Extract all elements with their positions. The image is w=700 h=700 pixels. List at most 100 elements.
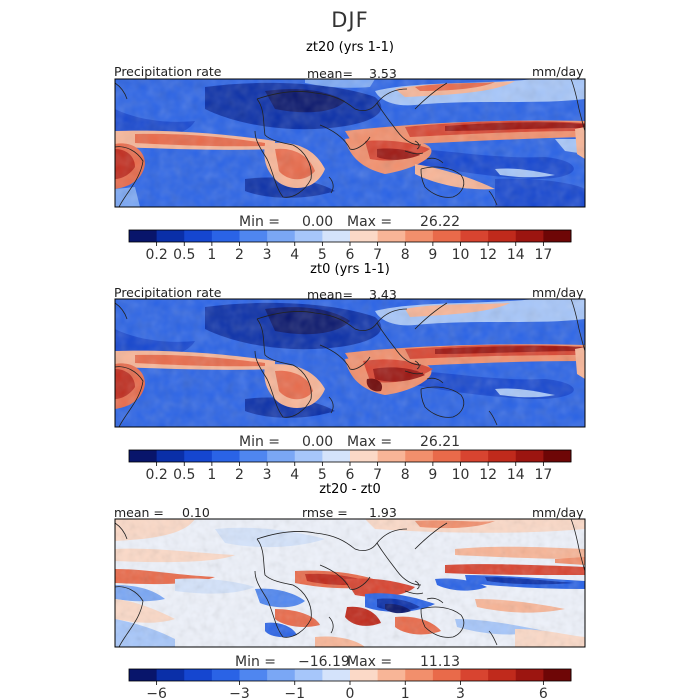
panel-3-units-label: mm/day — [532, 505, 584, 520]
colorbar-swatch — [515, 230, 544, 242]
panel-1-mean-value: 3.53 — [369, 66, 397, 81]
panel-3-mean-label: mean = — [114, 505, 164, 520]
panel-2-subtitle: zt0 (yrs 1-1) — [310, 262, 390, 277]
colorbar-tick-label: 0.5 — [173, 247, 195, 263]
colorbar-swatch — [211, 669, 240, 681]
colorbar-swatch — [294, 450, 323, 462]
panel-3-min-value: −16.19 — [298, 654, 350, 670]
colorbar-swatch — [460, 450, 489, 462]
colorbar-tick-label: 10 — [452, 467, 470, 483]
panel-1-min-value: 0.00 — [302, 214, 334, 230]
colorbar-tick-label: −6 — [146, 686, 167, 700]
colorbar-swatch — [405, 230, 434, 242]
panel-3-rmse-value: 1.93 — [369, 505, 397, 520]
colorbar-tick-label: 1 — [401, 686, 410, 700]
colorbar-swatch — [294, 669, 323, 681]
colorbar-swatch — [432, 669, 461, 681]
colorbar-swatch — [322, 230, 351, 242]
colorbar-tick-label: 5 — [318, 247, 327, 263]
colorbar-swatch — [515, 450, 544, 462]
colorbar-tick-label: 6 — [346, 247, 355, 263]
colorbar-tick-label: 8 — [401, 467, 410, 483]
colorbar-tick-label: 6 — [346, 467, 355, 483]
panel-1-units-label: mm/day — [532, 64, 584, 79]
colorbar-tick-label: 0 — [346, 686, 355, 700]
colorbar-swatch — [350, 669, 379, 681]
colorbar-tick-label: 3 — [456, 686, 465, 700]
colorbar-swatch — [350, 230, 379, 242]
panel-1-max-value: 26.22 — [420, 214, 461, 230]
panel-3-map — [114, 518, 586, 648]
colorbar-tick-label: 4 — [290, 467, 299, 483]
colorbar-swatch — [211, 450, 240, 462]
colorbar-swatch — [129, 669, 158, 681]
colorbar-swatch — [405, 669, 434, 681]
colorbar-swatch — [432, 450, 461, 462]
colorbar-tick-label: 17 — [534, 467, 552, 483]
panel-3-max-label: Max = — [347, 654, 393, 670]
panel-1-mean-label: mean= — [307, 66, 353, 81]
colorbar-swatch — [543, 669, 572, 681]
colorbar-swatch — [377, 230, 406, 242]
colorbar-tick-label: 0.5 — [173, 467, 195, 483]
panel-1-variable-label: Precipitation rate — [114, 64, 222, 79]
panel-1-map — [114, 78, 586, 208]
colorbar-tick-label: 14 — [507, 467, 525, 483]
colorbar-tick-label: 14 — [507, 247, 525, 263]
panel-2-mean-label: mean= — [307, 287, 353, 302]
panel-2-mean-value: 3.43 — [369, 287, 397, 302]
colorbar-swatch — [239, 450, 268, 462]
colorbar-swatch — [156, 669, 185, 681]
colorbar-tick-label: 9 — [428, 467, 437, 483]
panel-1-subtitle: zt20 (yrs 1-1) — [306, 40, 394, 55]
colorbar-swatch — [129, 450, 158, 462]
colorbar-tick-label: 17 — [534, 247, 552, 263]
colorbar-tick-label: 10 — [452, 247, 470, 263]
panel-2-units-label: mm/day — [532, 285, 584, 300]
colorbar-swatch — [377, 669, 406, 681]
colorbar-swatch — [156, 230, 185, 242]
colorbar-swatch — [432, 230, 461, 242]
colorbar-tick-label: 1 — [207, 247, 216, 263]
colorbar-swatch — [377, 450, 406, 462]
colorbar-tick-label: 7 — [373, 467, 382, 483]
colorbar-tick-label: 0.2 — [145, 467, 167, 483]
panel-1-colorbar: 0.2 0.5 1 2 3 4 5 6 7 8 9 10 12 14 17 — [128, 229, 572, 263]
colorbar-tick-label: 1 — [207, 467, 216, 483]
colorbar-swatch — [294, 230, 323, 242]
panel-3-mean-value: 0.10 — [182, 505, 210, 520]
panel-2-max-label: Max = — [347, 434, 393, 450]
colorbar-swatch — [184, 230, 213, 242]
colorbar-swatch — [267, 450, 296, 462]
colorbar-tick-label: 6 — [539, 686, 548, 700]
panel-2-max-value: 26.21 — [420, 434, 461, 450]
colorbar-tick-label: 3 — [263, 467, 272, 483]
panel-2-map — [114, 298, 586, 428]
colorbar-swatch — [488, 450, 517, 462]
colorbar-swatch — [239, 230, 268, 242]
colorbar-tick-label: 7 — [373, 247, 382, 263]
colorbar-tick-label: 8 — [401, 247, 410, 263]
colorbar-tick-label: 2 — [235, 247, 244, 263]
panel-1-min-label: Min = — [239, 214, 281, 230]
colorbar-swatch — [156, 450, 185, 462]
colorbar-swatch — [267, 669, 296, 681]
colorbar-tick-label: 12 — [479, 247, 497, 263]
colorbar-swatch — [322, 450, 351, 462]
colorbar-swatch — [488, 669, 517, 681]
colorbar-swatch — [515, 669, 544, 681]
colorbar-swatch — [184, 450, 213, 462]
panel-3-min-label: Min = — [235, 654, 277, 670]
colorbar-swatch — [239, 669, 268, 681]
colorbar-tick-label: −3 — [229, 686, 250, 700]
colorbar-tick-label: 0.2 — [145, 247, 167, 263]
panel-2-variable-label: Precipitation rate — [114, 285, 222, 300]
colorbar-swatch — [211, 230, 240, 242]
panel-3-colorbar: −6 −3 −1 0 1 3 6 — [128, 668, 572, 700]
panel-3-rmse-label: rmse = — [302, 505, 348, 520]
panel-2-min-value: 0.00 — [302, 434, 334, 450]
colorbar-swatch — [267, 230, 296, 242]
colorbar-swatch — [460, 230, 489, 242]
colorbar-tick-label: 4 — [290, 247, 299, 263]
colorbar-swatch — [460, 669, 489, 681]
